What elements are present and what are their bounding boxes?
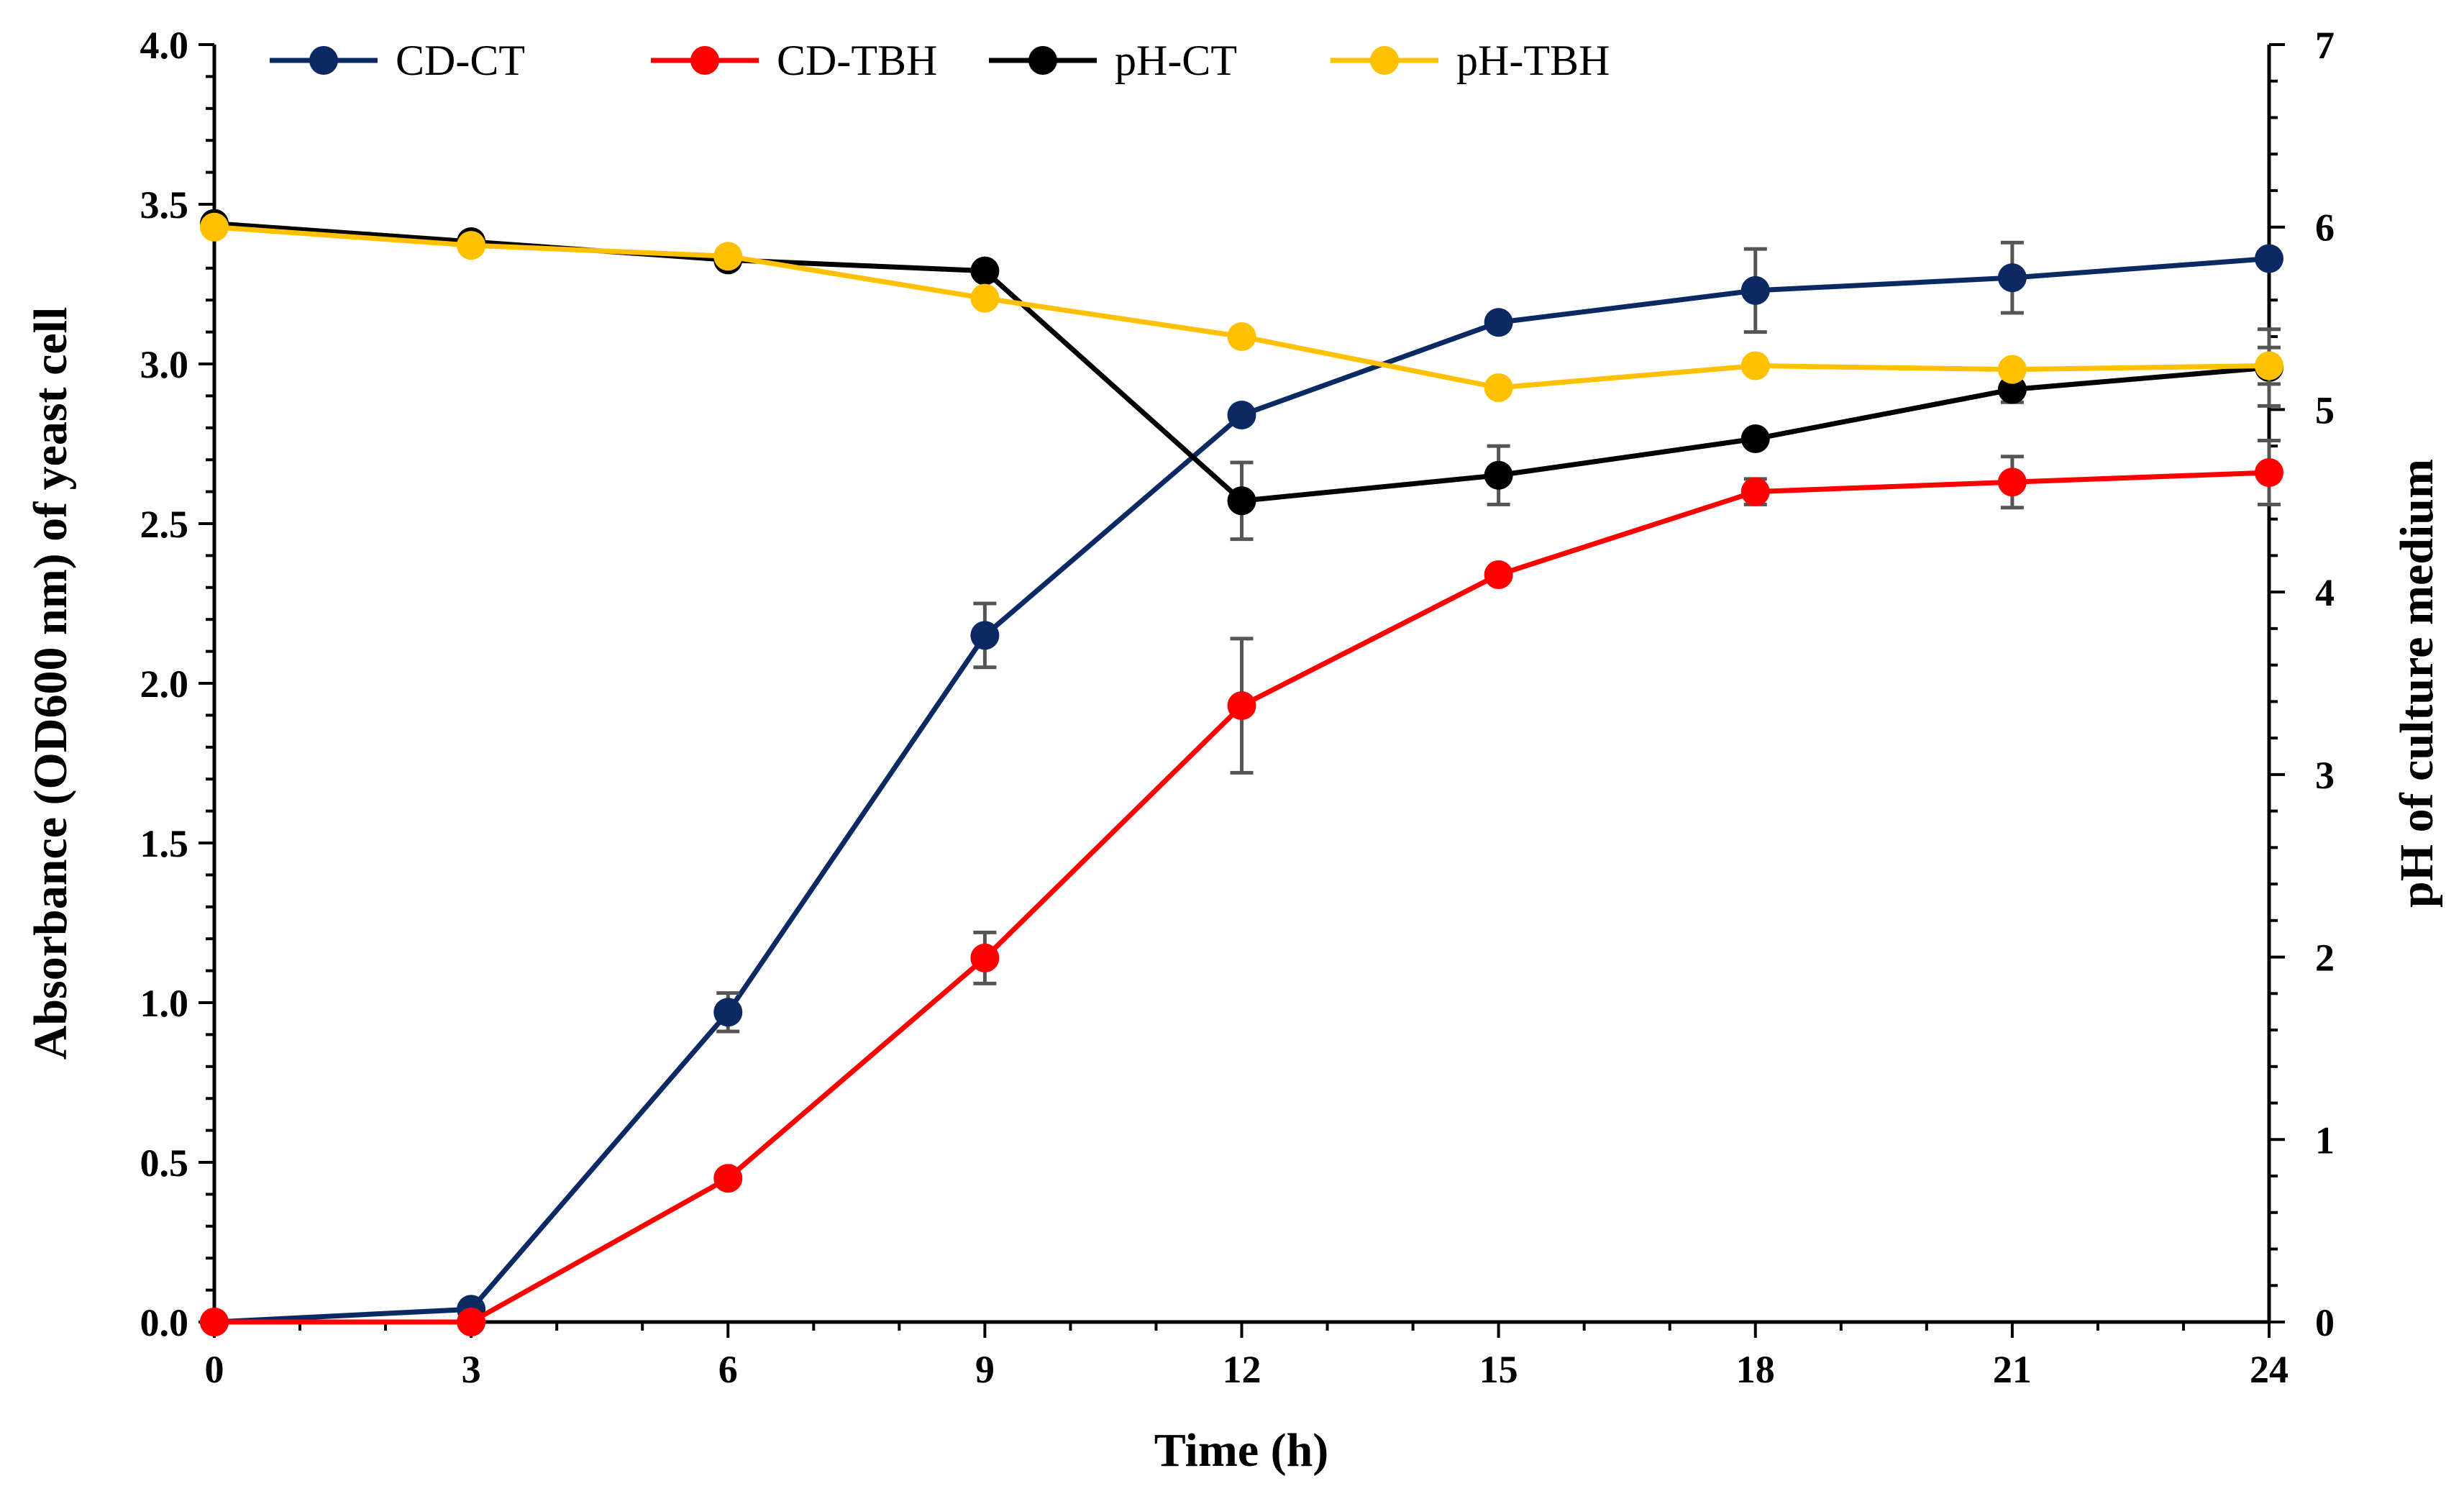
right-y-tick-label: 3 [2315, 754, 2335, 797]
data-point-cd-ct [1740, 275, 1770, 305]
left-y-tick-label: 3.5 [140, 183, 189, 227]
data-point-cd-tbh [1227, 691, 1256, 721]
legend-swatch-marker [690, 46, 719, 75]
data-point-ph-tbh [457, 231, 486, 260]
tick-labels: 0 3 6 9 12 15 18 21 240.00.51.01.52.02.53.03.54.… [140, 24, 2335, 1391]
legend-label: CD-CT [396, 37, 525, 84]
data-point-ph-tbh [713, 242, 743, 271]
data-point-cd-ct [1484, 308, 1513, 337]
left-y-tick-label: 4.0 [140, 24, 189, 67]
left-y-tick-label: 0.0 [140, 1301, 189, 1344]
x-tick-label: 3 [462, 1348, 481, 1391]
series-ph-tbh [200, 212, 2283, 402]
data-point-ph-tbh [970, 283, 1000, 313]
data-point-ph-ct [1484, 460, 1513, 490]
right-y-tick-label: 1 [2315, 1118, 2335, 1162]
series-cd-tbh [200, 439, 2283, 1336]
x-tick-label: 12 [1223, 1348, 1261, 1391]
data-point-ph-tbh [1740, 351, 1770, 380]
legend-label: pH-TBH [1456, 37, 1610, 84]
right-y-tick-label: 4 [2315, 571, 2335, 614]
legend-item-cd-ct: CD-CT [270, 37, 525, 84]
data-point-ph-tbh [1227, 322, 1256, 351]
left-y-tick-label: 1.0 [140, 982, 189, 1025]
series-ph-ct [200, 209, 2283, 542]
left-y-tick-label: 1.5 [140, 822, 189, 865]
x-tick-label: 24 [2250, 1348, 2289, 1391]
data-point-ph-tbh [2255, 351, 2283, 380]
data-point-cd-tbh [2255, 457, 2283, 487]
data-point-cd-ct [1227, 401, 1256, 430]
right-y-tick-label: 6 [2315, 206, 2335, 250]
legend-item-cd-tbh: CD-TBH [651, 37, 937, 84]
left-y-axis-title: Absorbance (OD600 nm) of yeast cell [24, 307, 77, 1060]
x-tick-label: 9 [975, 1348, 995, 1391]
data-point-cd-tbh [1997, 468, 2027, 497]
data-point-cd-tbh [1740, 477, 1770, 506]
data-point-ph-tbh [200, 212, 229, 242]
left-y-tick-label: 2.0 [140, 662, 189, 706]
data-point-cd-tbh [200, 1308, 229, 1336]
x-axis-title: Time (h) [1154, 1424, 1329, 1477]
data-point-cd-ct [713, 998, 743, 1027]
data-point-ph-tbh [1997, 355, 2027, 384]
x-tick-label: 0 [205, 1348, 224, 1391]
right-y-tick-label: 0 [2315, 1301, 2335, 1344]
x-tick-label: 15 [1479, 1348, 1518, 1391]
legend-label: CD-TBH [777, 37, 937, 84]
data-point-ph-ct [1740, 424, 1770, 454]
x-tick-label: 6 [718, 1348, 738, 1391]
legend-label: pH-CT [1115, 37, 1237, 84]
data-point-cd-ct [2255, 244, 2283, 273]
series-line-cd-tbh [214, 470, 2270, 1325]
x-tick-label: 21 [1993, 1348, 2032, 1391]
right-y-tick-label: 5 [2315, 388, 2335, 432]
ticks [199, 43, 2285, 1338]
series-cd-ct [200, 240, 2283, 1336]
data-point-ph-tbh [1484, 373, 1513, 402]
data-point-ph-ct [970, 256, 1000, 286]
legend: CD-CT CD-TBH pH-CT pH-TBH [270, 37, 1610, 84]
series [200, 209, 2283, 1336]
data-point-cd-tbh [1484, 560, 1513, 590]
left-y-tick-label: 0.5 [140, 1141, 189, 1185]
data-point-cd-tbh [713, 1164, 743, 1193]
right-y-axis-title: pH of culture medium [2391, 459, 2443, 908]
series-line-ph-ct [214, 221, 2270, 503]
data-point-cd-tbh [457, 1308, 486, 1336]
data-point-ph-ct [1227, 486, 1256, 516]
legend-item-ph-ct: pH-CT [989, 37, 1237, 84]
legend-item-ph-tbh: pH-TBH [1331, 37, 1610, 84]
right-y-tick-label: 2 [2315, 936, 2335, 980]
data-point-cd-ct [970, 621, 1000, 650]
data-point-cd-ct [1997, 263, 2027, 293]
left-y-tick-label: 2.5 [140, 503, 189, 546]
data-point-ph-ct [1997, 375, 2027, 404]
legend-swatch-marker [309, 46, 338, 75]
legend-swatch-marker [1028, 46, 1057, 75]
series-line-ph-tbh [214, 224, 2270, 391]
left-y-tick-label: 3.0 [140, 343, 189, 386]
x-tick-label: 18 [1736, 1348, 1775, 1391]
right-y-tick-label: 7 [2315, 24, 2335, 67]
data-point-cd-tbh [970, 943, 1000, 972]
legend-swatch-marker [1370, 46, 1399, 75]
